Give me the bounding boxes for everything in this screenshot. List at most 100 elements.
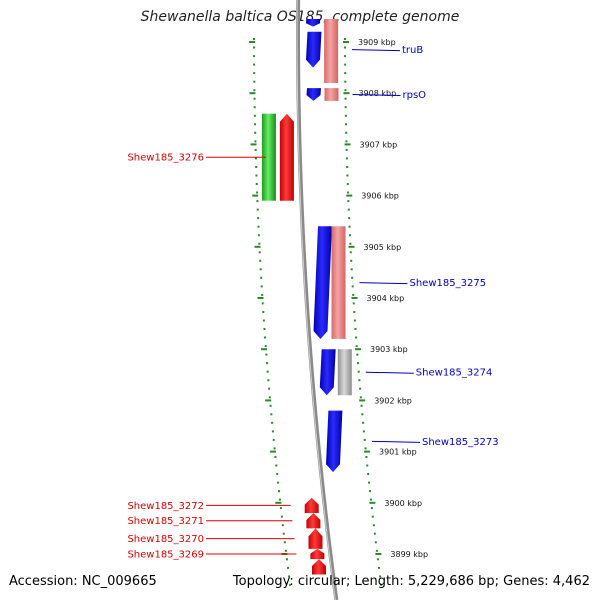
left-scale-dots — [262, 311, 265, 313]
right-scale-dots — [345, 123, 348, 126]
right-scale-dots — [350, 259, 353, 262]
left-scale-dots — [264, 336, 267, 339]
right-scale-dots — [369, 498, 372, 501]
right-scale-dots — [370, 507, 373, 510]
left-red-gene — [308, 528, 323, 549]
left-scale-dots — [255, 183, 258, 185]
right-scale-dots — [347, 208, 350, 211]
right-scale-dots — [380, 583, 383, 586]
left-scale-dots — [254, 148, 257, 151]
tick-label: 3902 kbp — [374, 396, 412, 405]
left-scale-dots — [275, 464, 278, 467]
left-scale-dots — [254, 131, 257, 134]
right-scale-dots — [350, 268, 353, 271]
left-scale-dots — [289, 583, 292, 586]
left-scale-dots — [257, 217, 260, 220]
label-leader-line — [359, 282, 408, 285]
left-scale-dots — [253, 106, 256, 109]
right-scale-dots — [362, 430, 365, 433]
tick-label: 3909 kbp — [358, 38, 396, 47]
left-scale-dots — [259, 259, 262, 262]
right-blue-gene — [319, 349, 336, 396]
left-scale-dots — [256, 208, 259, 211]
left-scale-dots — [256, 200, 259, 203]
right-pink-feature — [331, 226, 346, 339]
right-scale-dots — [352, 302, 355, 305]
left-red-gene — [310, 548, 325, 560]
right-scale-dots — [371, 515, 374, 518]
right-scale-dots — [355, 336, 358, 339]
label-leader-line — [365, 371, 414, 374]
gene-label-shew185_3272: Shew185_3272 — [127, 501, 204, 512]
right-scale-dots — [345, 157, 348, 160]
left-scale-dots — [282, 532, 285, 535]
left-scale-dots — [265, 353, 268, 356]
right-scale-dots — [373, 532, 376, 535]
right-blue-gene — [306, 88, 321, 101]
left-red-gene — [279, 113, 294, 201]
left-scale-dots — [276, 473, 279, 475]
left-red-gene — [304, 497, 319, 513]
right-blue-gene — [306, 31, 322, 68]
gene-label-rpso: rpsO — [403, 90, 427, 101]
right-pink-feature — [324, 88, 339, 101]
left-scale-dots — [261, 302, 264, 305]
right-scale-dots — [366, 464, 369, 467]
right-scale-dots — [372, 524, 375, 527]
right-scale-dots — [346, 174, 349, 177]
left-scale-dots — [257, 234, 260, 237]
left-scale-dots — [267, 379, 270, 382]
accession-text: Accession: NC_009665 — [9, 574, 157, 589]
gene-label-shew185_3271: Shew185_3271 — [127, 516, 204, 527]
right-scale-dots — [368, 481, 371, 484]
right-scale-dots — [364, 447, 367, 450]
right-scale-dots — [359, 387, 362, 390]
right-scale-dots — [365, 456, 368, 458]
left-scale-dots — [261, 293, 264, 296]
left-scale-dots — [253, 80, 256, 83]
tick-label: 3904 kbp — [367, 294, 405, 303]
right-scale-dots — [357, 370, 360, 373]
right-scale-dots — [375, 549, 378, 552]
left-scale-dots — [283, 541, 286, 544]
left-scale-dots — [288, 575, 291, 578]
right-pink-feature — [324, 19, 339, 83]
right-scale-dots — [374, 541, 377, 544]
right-scale-dots — [362, 421, 365, 424]
right-scale-dots — [348, 225, 351, 228]
label-leader-line — [351, 49, 401, 52]
right-scale-dots — [344, 80, 347, 83]
right-scale-dots — [344, 97, 347, 100]
right-scale-dots — [348, 234, 351, 237]
right-scale-dots — [346, 166, 349, 168]
left-scale-dots — [253, 63, 256, 66]
left-scale-dots — [285, 558, 288, 561]
right-blue-gene — [313, 226, 332, 339]
right-scale-dots — [344, 72, 347, 75]
left-red-gene — [312, 559, 326, 575]
left-scale-dots — [253, 72, 256, 75]
gene-label-shew185_3276: Shew185_3276 — [127, 153, 204, 164]
left-scale-dots — [255, 166, 258, 168]
right-scale-dots — [347, 200, 350, 203]
left-scale-dots — [271, 430, 274, 433]
left-scale-dots — [253, 97, 256, 100]
left-scale-dots — [277, 481, 280, 484]
right-scale-dots — [355, 345, 358, 348]
gene-label-shew185_3269: Shew185_3269 — [127, 550, 204, 561]
gene-label-trub: truB — [402, 45, 423, 56]
right-scale-dots — [344, 55, 347, 58]
tick-label: 3907 kbp — [360, 140, 398, 149]
label-leader-line — [371, 440, 421, 443]
left-scale-dots — [262, 319, 265, 322]
left-scale-dots — [257, 225, 260, 228]
right-scale-dots — [347, 191, 350, 194]
gene-label-shew185_3274: Shew185_3274 — [416, 368, 493, 379]
left-scale-dots — [254, 140, 257, 143]
left-scale-dots — [284, 549, 287, 552]
right-scale-dots — [344, 106, 347, 109]
left-scale-dots — [255, 174, 258, 177]
left-scale-dots — [256, 191, 259, 194]
left-red-gene — [306, 513, 321, 529]
